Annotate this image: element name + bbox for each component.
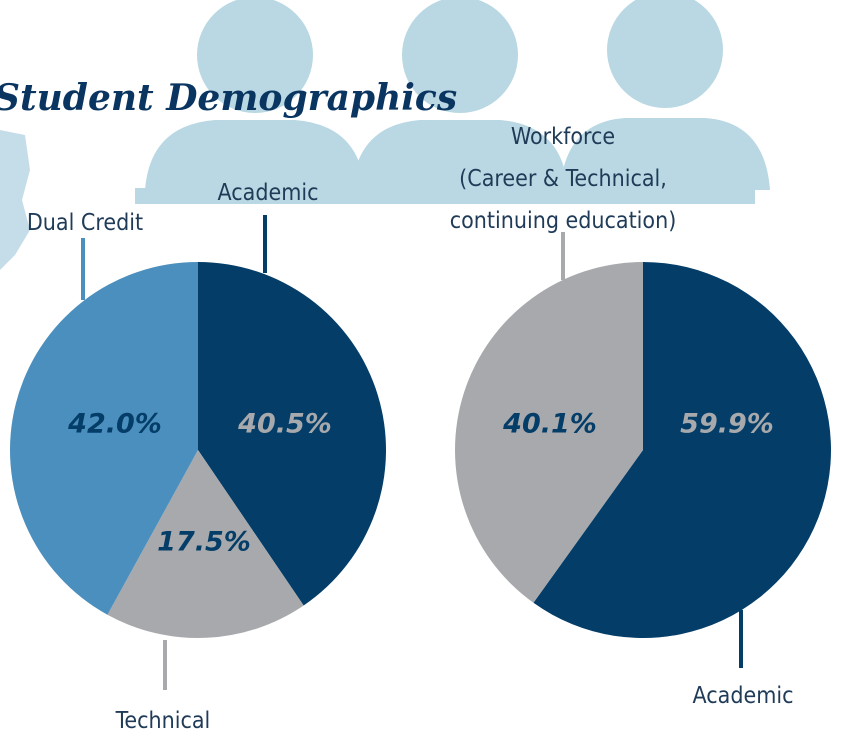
title: Student Demographics [0, 77, 457, 119]
pie-slice [198, 262, 386, 606]
decoration [0, 0, 770, 270]
pie-slice [10, 262, 198, 615]
value-label: 40.5% [237, 409, 332, 440]
value-label: 59.9% [680, 409, 774, 440]
category-label: Academic [693, 683, 794, 709]
value-label: 42.0% [67, 409, 162, 440]
pie-slice [533, 262, 831, 638]
pie-slice [454, 262, 643, 603]
pie-slice [107, 450, 304, 638]
value-label: 40.1% [502, 409, 597, 440]
category-label: Technical [115, 708, 211, 734]
category-label: Workforce (Career & Technical, continuin… [449, 124, 677, 234]
category-label: Dual Credit [27, 210, 143, 236]
value-label: 17.5% [157, 527, 251, 558]
category-label: Academic [218, 180, 319, 206]
